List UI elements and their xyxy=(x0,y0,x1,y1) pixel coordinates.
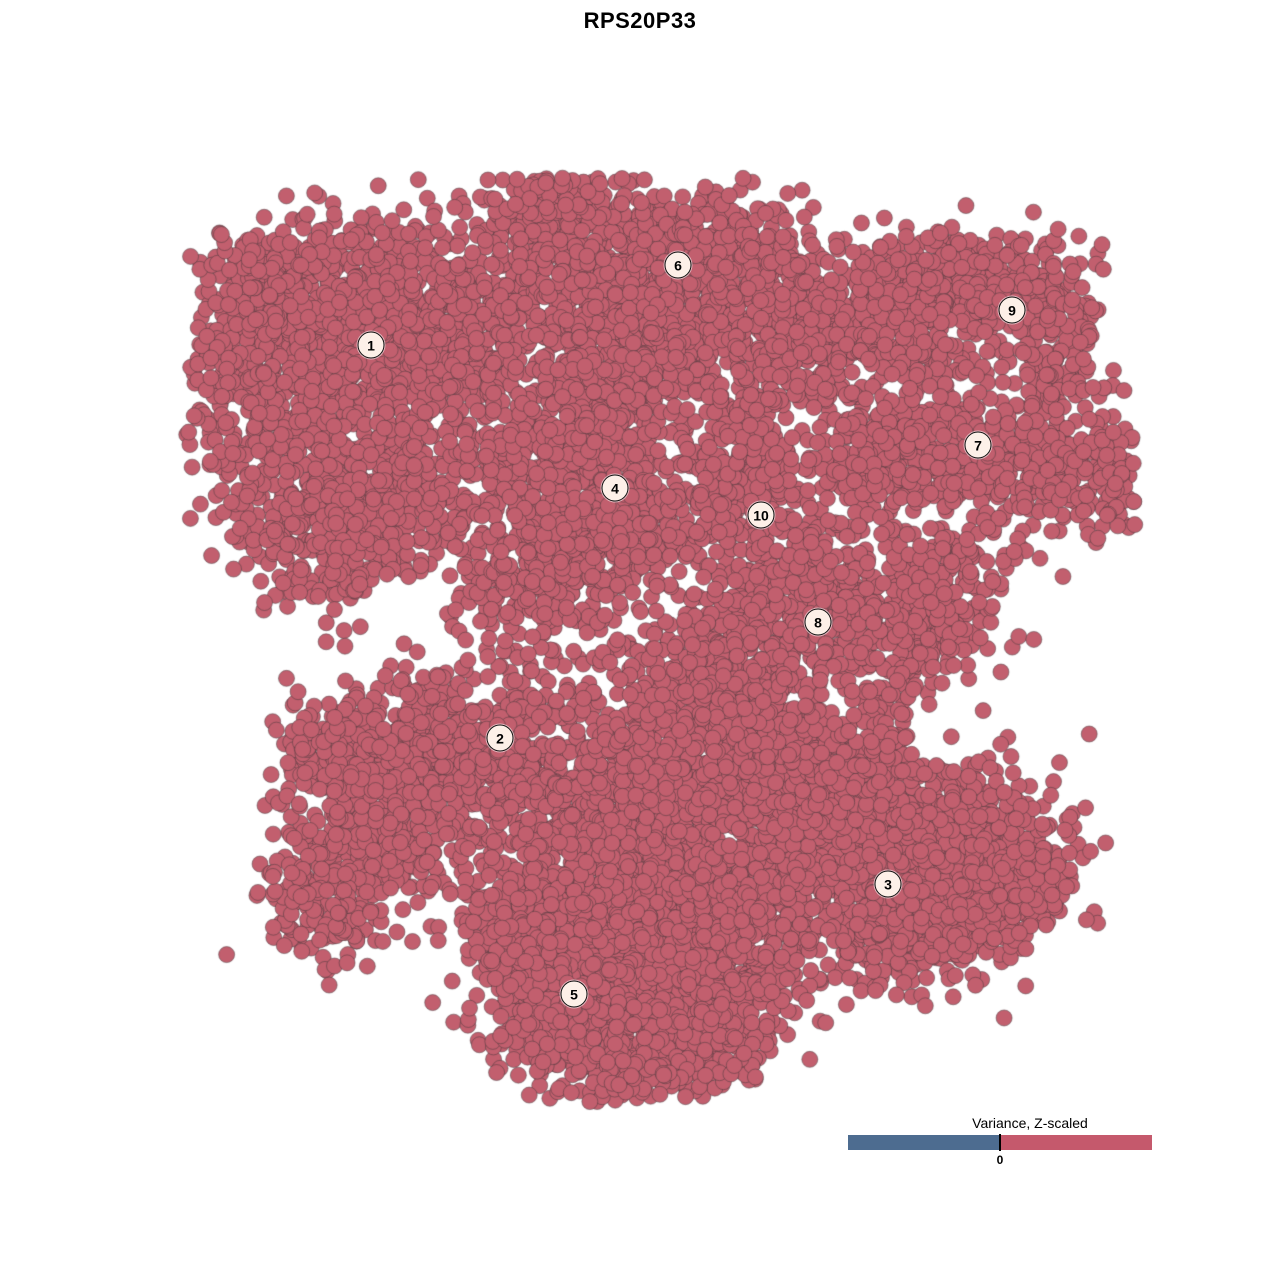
cluster-label-9: 9 xyxy=(998,296,1026,324)
cluster-label-4: 4 xyxy=(601,474,629,502)
legend-positive-swatch xyxy=(1000,1135,1152,1150)
legend-title: Variance, Z-scaled xyxy=(972,1115,1088,1131)
legend-zero-label: 0 xyxy=(996,1153,1004,1167)
legend-zero-tick xyxy=(999,1134,1001,1151)
cluster-label-6: 6 xyxy=(664,251,692,279)
cluster-label-7: 7 xyxy=(964,431,992,459)
cluster-label-5: 5 xyxy=(560,980,588,1008)
legend-colorbar: 0 xyxy=(848,1134,1152,1167)
cluster-label-8: 8 xyxy=(804,608,832,636)
cluster-label-1: 1 xyxy=(357,331,385,359)
legend-negative-swatch xyxy=(848,1135,1000,1150)
cluster-label-2: 2 xyxy=(486,724,514,752)
color-legend: Variance, Z-scaled 0 xyxy=(848,1115,1152,1167)
plot-title: RPS20P33 xyxy=(583,8,697,33)
cluster-label-10: 10 xyxy=(747,501,775,529)
cluster-label-3: 3 xyxy=(874,870,902,898)
